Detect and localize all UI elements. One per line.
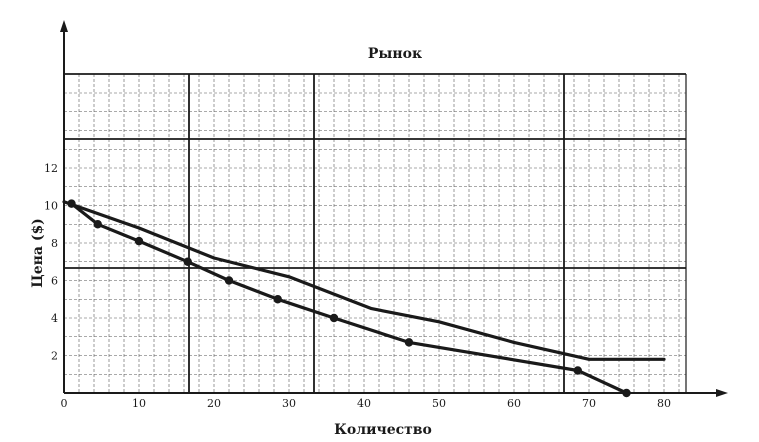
- series-point-2: [67, 199, 76, 208]
- x-tick-label: 70: [582, 397, 596, 410]
- series-point-2: [329, 313, 339, 323]
- x-axis-title: Количество: [334, 422, 432, 438]
- series-point-2: [93, 220, 102, 229]
- x-axis-arrow-icon: [716, 389, 728, 397]
- y-tick-label: 12: [44, 162, 58, 175]
- series-point-2: [573, 366, 582, 375]
- series-point-2: [622, 388, 631, 398]
- x-tick-label: 60: [507, 397, 521, 410]
- series-point-2: [134, 236, 144, 246]
- x-tick-label: 10: [132, 397, 146, 410]
- chart-axes: [60, 20, 728, 397]
- y-tick-label: 4: [51, 312, 58, 325]
- y-tick-label: 6: [51, 275, 58, 288]
- y-tick-label: 8: [51, 237, 58, 250]
- y-tick-label: 2: [51, 350, 58, 363]
- x-tick-label: 80: [657, 397, 671, 410]
- y-tick-label: 10: [44, 200, 58, 213]
- x-tick-label: 50: [432, 397, 446, 410]
- series-point-2: [273, 295, 282, 304]
- series-line-2: [69, 202, 629, 395]
- series-point-2: [183, 257, 192, 266]
- series-point-2: [404, 338, 414, 347]
- series-point-2: [224, 276, 234, 285]
- chart-title: Рынок: [368, 46, 422, 62]
- x-tick-label: 30: [282, 397, 296, 410]
- x-tick-label: 20: [207, 397, 221, 410]
- tick-labels: 0 10 20 30 40 50 60 70 80 2 4 6 8 10 12: [44, 162, 671, 410]
- x-tick-label: 0: [61, 397, 68, 410]
- y-axis-title: Цена ($): [30, 218, 46, 288]
- x-tick-label: 40: [357, 397, 371, 410]
- chart-series: [62, 199, 666, 398]
- y-axis-arrow-icon: [60, 20, 68, 32]
- series-line-1: [62, 200, 666, 361]
- chart-grid: [63, 73, 687, 394]
